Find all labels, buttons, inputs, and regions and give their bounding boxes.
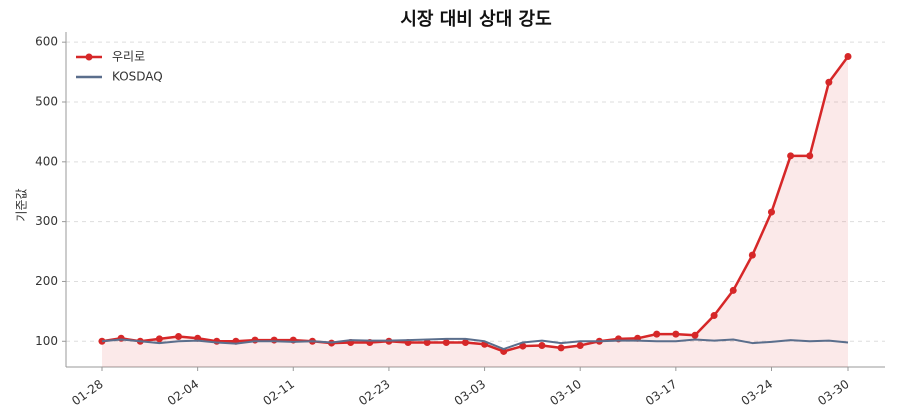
y-axis-label: 기준값 [15,188,29,221]
y-tick-label: 500 [35,94,58,108]
data-point [806,152,814,160]
data-point [844,53,852,61]
data-point [557,344,565,352]
data-point [500,347,508,355]
data-point [653,330,661,338]
x-tick-label: 03-30 [815,377,852,408]
data-point [576,341,584,349]
data-point [461,338,469,346]
x-tick-label: 02-04 [165,377,202,408]
y-tick-label: 200 [35,274,58,288]
data-point [519,342,527,350]
data-point [691,331,699,339]
x-tick-label: 03-17 [643,377,680,408]
data-point [710,312,718,320]
data-point [748,251,756,259]
data-point [175,332,183,340]
x-tick-label: 01-28 [69,377,106,408]
chart-title: 시장 대비 상대 강도 [400,9,551,30]
x-tick-label: 02-11 [260,377,297,408]
data-point [672,330,680,338]
y-tick-label: 100 [35,334,58,348]
area-fill [102,56,848,367]
x-tick-label: 02-23 [356,377,393,408]
data-point [767,208,775,216]
data-point [729,286,737,294]
data-point [442,338,450,346]
data-point [117,334,125,342]
x-tick-label: 03-24 [739,377,776,408]
y-tick-label: 600 [35,35,58,49]
legend-label: KOSDAQ [112,70,163,84]
legend-marker [85,53,93,61]
data-point [155,335,163,343]
data-point [423,338,431,346]
data-point [538,341,546,349]
data-point [825,78,833,86]
data-point [270,336,278,344]
x-tick-label: 03-10 [547,377,584,408]
series-line [101,337,849,351]
y-tick-label: 400 [35,154,58,168]
data-point [787,152,795,160]
series-line [101,55,850,353]
x-tick-label: 03-03 [452,377,489,408]
y-tick-label: 300 [35,214,58,228]
legend-label: 우리로 [112,50,145,64]
